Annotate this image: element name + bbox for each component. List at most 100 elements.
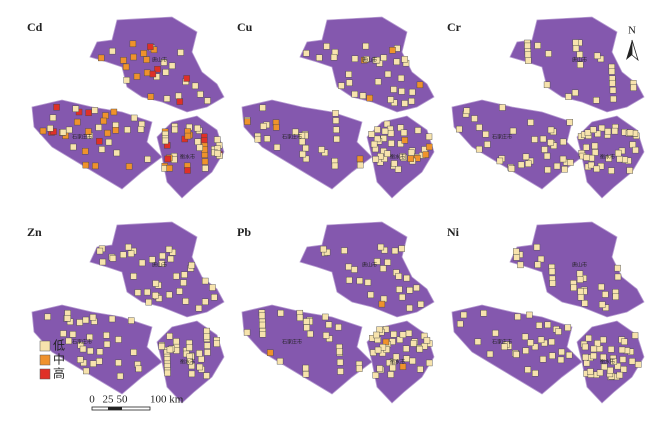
sample-site bbox=[628, 358, 636, 365]
sample-site bbox=[72, 105, 79, 112]
sample-site bbox=[591, 149, 599, 156]
sample-site bbox=[389, 364, 396, 372]
sample-site bbox=[524, 51, 532, 58]
sample-site bbox=[594, 340, 601, 347]
sample-site bbox=[414, 127, 422, 134]
sample-site bbox=[372, 155, 379, 163]
sample-site bbox=[333, 135, 340, 143]
sample-site bbox=[600, 353, 607, 361]
sample-site bbox=[351, 266, 358, 273]
sample-site bbox=[83, 367, 90, 375]
sample-site bbox=[320, 245, 327, 253]
sample-site bbox=[82, 316, 90, 324]
sample-site bbox=[351, 55, 359, 62]
sample-site bbox=[147, 93, 155, 100]
sample-site bbox=[98, 146, 106, 153]
sample-site bbox=[402, 345, 410, 352]
city-label: 唐山市 bbox=[152, 262, 167, 269]
sample-site bbox=[582, 353, 589, 361]
sample-site bbox=[356, 277, 363, 285]
sample-site bbox=[128, 317, 135, 324]
sample-site bbox=[471, 115, 478, 122]
sample-site bbox=[356, 365, 363, 372]
sample-site bbox=[345, 71, 352, 78]
sample-site bbox=[616, 155, 623, 163]
sample-site bbox=[395, 273, 402, 280]
sample-site bbox=[147, 43, 154, 50]
sample-site bbox=[614, 273, 622, 281]
sample-site bbox=[337, 368, 344, 375]
sample-site bbox=[99, 258, 106, 266]
sample-site bbox=[159, 252, 166, 260]
sample-site bbox=[331, 162, 339, 170]
sample-site bbox=[166, 332, 173, 340]
sample-site bbox=[543, 81, 551, 89]
sample-site bbox=[119, 251, 127, 258]
sample-site bbox=[110, 108, 118, 116]
sample-site bbox=[513, 248, 520, 255]
sample-site bbox=[346, 276, 353, 284]
sample-site bbox=[148, 256, 156, 263]
sample-site bbox=[374, 126, 381, 133]
sample-site bbox=[292, 128, 299, 136]
sample-site bbox=[576, 270, 584, 277]
sample-site bbox=[560, 138, 567, 146]
sample-site bbox=[403, 274, 410, 282]
sample-site bbox=[65, 337, 72, 345]
sample-site bbox=[408, 97, 415, 105]
sample-site bbox=[604, 128, 612, 135]
sample-site bbox=[323, 43, 330, 50]
sample-site bbox=[602, 291, 609, 298]
sample-site bbox=[362, 42, 370, 50]
sample-site bbox=[396, 286, 403, 293]
panel-label: Zn bbox=[27, 225, 42, 239]
sample-site bbox=[610, 358, 617, 365]
sample-site bbox=[394, 166, 402, 173]
sample-site bbox=[359, 92, 367, 99]
north-label: N bbox=[628, 25, 636, 37]
legend-label: 高 bbox=[53, 366, 65, 381]
sample-site bbox=[357, 161, 364, 169]
sample-site bbox=[325, 321, 333, 328]
sample-site bbox=[416, 345, 423, 353]
sample-site bbox=[549, 352, 556, 359]
region bbox=[89, 221, 225, 318]
sample-site bbox=[572, 39, 579, 46]
sample-site bbox=[576, 276, 584, 283]
sample-site bbox=[408, 88, 416, 96]
sample-site bbox=[134, 289, 142, 296]
sample-site bbox=[564, 324, 572, 331]
sample-site bbox=[129, 40, 137, 48]
sample-site bbox=[389, 47, 396, 54]
city-label: 唐山市 bbox=[152, 57, 167, 64]
sample-site bbox=[509, 127, 517, 135]
sample-site bbox=[109, 255, 117, 262]
sample-site bbox=[534, 42, 541, 49]
sample-site bbox=[160, 59, 168, 66]
sample-site bbox=[316, 54, 323, 61]
sample-site bbox=[145, 298, 152, 306]
sample-site bbox=[243, 329, 251, 336]
sample-site bbox=[102, 112, 109, 119]
sample-site bbox=[138, 259, 146, 267]
sample-site bbox=[557, 356, 565, 364]
sample-site bbox=[626, 129, 634, 136]
sample-site bbox=[166, 346, 174, 354]
sample-site bbox=[203, 333, 211, 340]
sample-site bbox=[259, 331, 266, 338]
sample-site bbox=[390, 86, 397, 93]
city-label: 唐山市 bbox=[572, 57, 587, 64]
sample-site bbox=[577, 293, 585, 301]
sample-site bbox=[321, 149, 329, 156]
sample-site bbox=[86, 333, 93, 341]
sample-site bbox=[164, 369, 171, 377]
sample-site bbox=[398, 88, 405, 95]
sample-site bbox=[566, 119, 573, 126]
sample-site bbox=[590, 126, 597, 133]
region bbox=[509, 221, 645, 318]
sample-site bbox=[521, 333, 529, 341]
sample-site bbox=[577, 61, 584, 68]
sample-site bbox=[524, 366, 532, 373]
